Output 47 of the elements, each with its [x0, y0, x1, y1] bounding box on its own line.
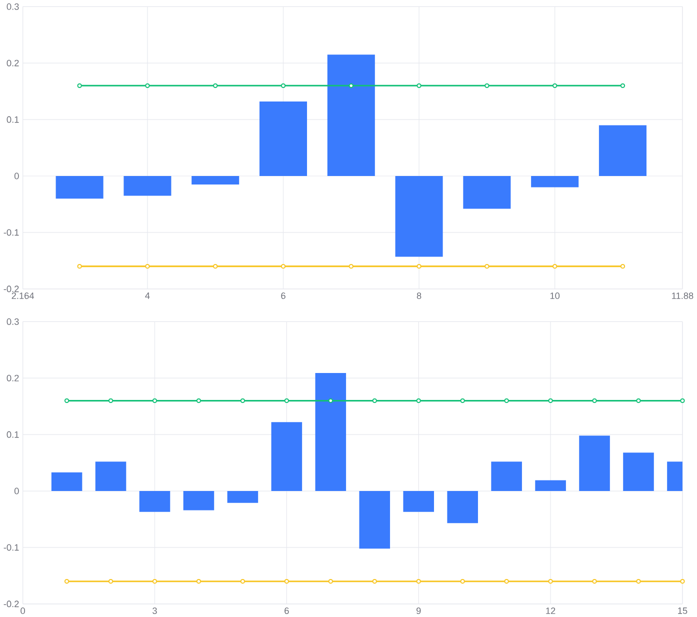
bar [51, 472, 82, 491]
bar [598, 124, 646, 176]
y-tick-label: -0.2 [4, 600, 19, 607]
x-tick-label: 8 [416, 292, 422, 299]
x-tick-label: 2.164 [12, 292, 34, 299]
y-tick-label: -0.2 [4, 285, 19, 292]
bar [535, 480, 566, 491]
y-tick-label: -0.1 [4, 229, 19, 236]
x-tick-label: 4 [145, 292, 150, 299]
x-tick-label: 6 [281, 292, 286, 299]
bar [491, 461, 522, 491]
y-tick-label: 0.1 [6, 431, 19, 438]
bar [579, 435, 610, 491]
y-tick-label: 0.2 [6, 60, 19, 66]
bar [271, 422, 302, 491]
bar [463, 176, 511, 209]
bar [56, 176, 104, 198]
bar [623, 452, 654, 491]
y-tick-label: 0.3 [6, 318, 19, 325]
bar [403, 490, 434, 512]
bar [359, 490, 390, 548]
x-tick-label: 12 [546, 607, 556, 614]
bar [124, 176, 172, 196]
bar [227, 490, 258, 503]
x-tick-label: 11.88 [672, 292, 694, 299]
x-tick-label: 15 [678, 607, 688, 614]
bar [327, 54, 375, 176]
bar [192, 176, 240, 184]
x-tick-label: 10 [550, 292, 560, 299]
bar [139, 490, 170, 512]
bar [95, 461, 126, 491]
bar [259, 101, 308, 176]
y-tick-label: -0.1 [4, 544, 19, 551]
y-tick-label: 0 [14, 488, 19, 494]
x-tick-label: 9 [416, 607, 421, 614]
bar [315, 372, 346, 491]
y-tick-label: 0.1 [6, 116, 19, 123]
bar [447, 490, 478, 523]
bar [183, 490, 214, 510]
x-tick-label: 3 [152, 607, 157, 614]
bar [531, 176, 579, 188]
x-tick-label: 6 [284, 607, 289, 614]
x-tick-label: 0 [20, 607, 25, 614]
y-tick-label: 0 [14, 172, 19, 180]
bar [395, 176, 443, 257]
y-tick-label: 0.3 [6, 3, 19, 10]
y-tick-label: 0.2 [6, 374, 19, 382]
